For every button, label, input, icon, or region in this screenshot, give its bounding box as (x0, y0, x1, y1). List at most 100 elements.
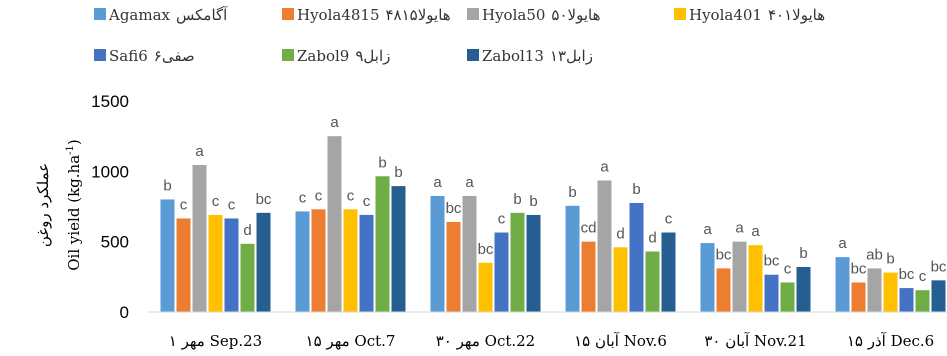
bar-zabol13-5 (931, 280, 946, 312)
bar-safi6-3 (629, 202, 644, 312)
bar-hyola401-2 (478, 262, 493, 312)
legend-swatch-safi6 (94, 49, 106, 61)
data-label: d (243, 222, 251, 239)
bar-hyola50-5 (867, 268, 882, 312)
bar-agamax-5 (835, 257, 850, 312)
legend-swatch-zabol13 (467, 49, 479, 61)
legend-label-hyola50: Hyola50 هایولا۵۰ (482, 6, 601, 24)
data-label: b (378, 154, 386, 171)
legend-swatch-agamax (94, 8, 106, 20)
legend: Agamax آگامکس Hyola4815 هایولا۴۸۱۵ Hyola50 ها… (94, 6, 825, 65)
bar-hyola50-4 (732, 241, 747, 312)
bar-zabol9-0 (240, 243, 255, 312)
data-label: d (648, 230, 656, 247)
data-label: bc (446, 200, 462, 217)
data-label: a (330, 114, 339, 131)
data-label: a (465, 174, 474, 191)
bar-zabol13-2 (526, 214, 541, 312)
bar-zabol13-3 (661, 232, 676, 312)
data-label: c (299, 189, 307, 206)
bar-hyola401-0 (208, 214, 223, 312)
data-label: b (529, 193, 537, 210)
data-label: b (799, 245, 807, 262)
bar-hyola4815-1 (311, 209, 326, 312)
data-label: bc (256, 191, 272, 208)
x-tick-label: ۱۵ آبان Nov.6 (574, 332, 667, 350)
data-label: bc (899, 266, 915, 283)
data-label: c (919, 268, 927, 285)
x-tick-label: ۱ مهر Sep.23 (169, 332, 262, 350)
data-label: cd (581, 220, 597, 237)
bar-safi6-1 (359, 214, 374, 312)
bar-zabol13-4 (796, 266, 811, 312)
bar-hyola50-1 (327, 136, 342, 312)
y-axis-title-english: Oil yield (kg.ha-1) (65, 139, 83, 271)
legend-label-safi6: Safi6 صفی۶ (109, 47, 195, 65)
y-tick-label: 1500 (91, 92, 129, 111)
data-label: c (315, 187, 323, 204)
y-tick-label: 500 (101, 233, 129, 252)
bar-hyola401-1 (343, 209, 358, 312)
bar-hyola50-3 (597, 180, 612, 312)
data-label: c (498, 211, 506, 228)
data-label: c (784, 260, 792, 277)
data-label: a (600, 158, 609, 175)
bar-agamax-2 (430, 195, 445, 312)
y-axis: 0 500 1000 1500 (91, 92, 129, 322)
data-label: b (632, 181, 640, 198)
data-label: c (212, 193, 220, 210)
data-label: bc (478, 241, 494, 258)
bar-zabol9-2 (510, 212, 525, 312)
data-label: bc (931, 258, 947, 275)
bar-hyola4815-0 (176, 218, 191, 312)
bar-zabol13-0 (256, 212, 271, 312)
data-label: a (433, 174, 442, 191)
bar-hyola4815-5 (851, 282, 866, 312)
data-label: c (665, 211, 673, 228)
legend-label-zabol9: Zabol9 زابل۹ (297, 47, 390, 65)
x-tick-label: ۱۵ آذر Dec.6 (847, 332, 934, 350)
bar-hyola50-0 (192, 165, 207, 312)
bar-safi6-5 (899, 288, 914, 312)
bar-hyola401-3 (613, 247, 628, 312)
bar-hyola4815-2 (446, 221, 461, 312)
legend-swatch-hyola50 (467, 8, 479, 20)
legend-label-agamax: Agamax آگامکس (108, 6, 228, 24)
bar-safi6-2 (494, 232, 509, 312)
bar-agamax-1 (295, 211, 310, 312)
legend-label-hyola401: Hyola401 هایولا۴۰۱ (689, 6, 825, 24)
bar-hyola50-2 (462, 195, 477, 312)
bar-hyola4815-3 (581, 241, 596, 312)
x-tick-label: ۳۰ مهر Oct.22 (436, 332, 535, 350)
data-label: d (616, 225, 624, 242)
x-tick-label: ۳۰ آبان Nov.21 (704, 332, 806, 350)
bar-zabol9-5 (915, 290, 930, 312)
x-axis: ۱ مهر Sep.23 ۱۵ مهر Oct.7 ۳۰ مهر Oct.22 ۱۵ … (148, 311, 947, 350)
bar-safi6-4 (764, 274, 779, 312)
data-label: a (195, 143, 204, 160)
bar-zabol9-1 (375, 176, 390, 312)
bar-hyola401-4 (748, 245, 763, 312)
data-label: a (838, 235, 847, 252)
data-label: b (886, 251, 894, 268)
y-tick-label: 0 (120, 303, 129, 322)
bar-hyola401-5 (883, 272, 898, 312)
data-label: c (180, 196, 188, 213)
y-axis-title: Oil yield (kg.ha-1) عملکرد روغن (34, 139, 83, 271)
bar-agamax-4 (700, 243, 715, 312)
legend-label-zabol13: Zabol13 زابل۱۳ (482, 47, 593, 65)
data-label: c (228, 196, 236, 213)
data-label: a (735, 220, 744, 237)
bar-safi6-0 (224, 218, 239, 312)
bar-zabol9-4 (780, 282, 795, 312)
data-label: bc (764, 253, 780, 270)
y-tick-label: 1000 (91, 162, 129, 181)
x-tick-label: ۱۵ مهر Oct.7 (306, 332, 396, 350)
data-label: b (568, 184, 576, 201)
data-label: c (347, 187, 355, 204)
legend-swatch-hyola4815 (282, 8, 294, 20)
data-label: b (513, 191, 521, 208)
legend-swatch-hyola401 (674, 8, 686, 20)
bar-agamax-0 (160, 199, 175, 312)
